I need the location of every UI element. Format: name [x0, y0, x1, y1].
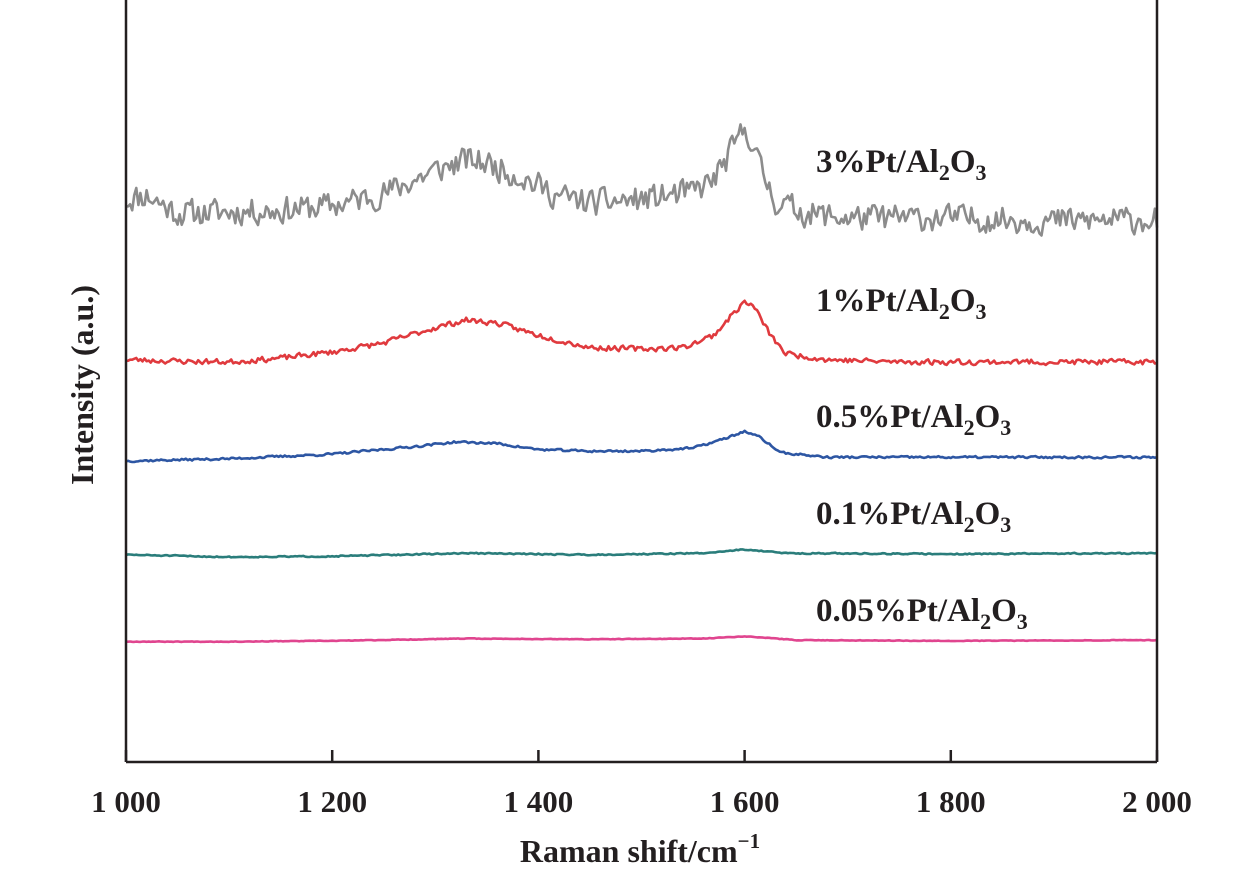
y-axis-title: Intensity (a.u.)	[64, 285, 100, 485]
series-label-text: O	[950, 144, 976, 180]
series-label-1: 1%Pt/Al2O3	[816, 283, 987, 324]
series-label-text: 3%Pt/Al	[816, 144, 939, 180]
series-line-0	[125, 123, 1159, 237]
x-tick-label-2000: 2 000	[1122, 784, 1192, 819]
series-label-text: O	[991, 593, 1017, 629]
series-label-2: 0.5%Pt/Al2O3	[816, 399, 1011, 440]
series-label-text: O	[975, 399, 1001, 435]
series-label-subscript: 3	[976, 160, 987, 185]
x-tick-label-1200: 1 200	[297, 784, 367, 819]
x-tick-label-1000: 1 000	[91, 784, 161, 819]
series-label-subscript: 2	[939, 299, 950, 324]
series-label-text: 1%Pt/Al	[816, 283, 939, 319]
series-line-2	[125, 429, 1158, 464]
x-axis-title-superscript: −1	[738, 829, 760, 853]
series-label-text: O	[950, 283, 976, 319]
series-label-subscript: 3	[976, 299, 987, 324]
series-label-subscript: 2	[939, 160, 950, 185]
series-label-3: 0.1%Pt/Al2O3	[816, 496, 1011, 537]
series-label-0: 3%Pt/Al2O3	[816, 144, 987, 185]
x-axis-title-text: Raman shift/cm	[520, 833, 738, 869]
x-tick-label-1800: 1 800	[916, 784, 986, 819]
series-label-subscript: 2	[980, 609, 991, 634]
x-axis-title: Raman shift/cm−1	[520, 829, 760, 869]
series-label-4: 0.05%Pt/Al2O3	[816, 593, 1028, 634]
series-label-subscript: 3	[1000, 512, 1011, 537]
series-label-subscript: 2	[964, 512, 975, 537]
series-lines	[125, 123, 1159, 644]
series-label-subscript: 2	[964, 415, 975, 440]
series-label-text: 0.1%Pt/Al	[816, 496, 964, 532]
series-label-subscript: 3	[1017, 609, 1028, 634]
series-label-text: 0.5%Pt/Al	[816, 399, 964, 435]
series-label-subscript: 3	[1000, 415, 1011, 440]
series-line-4	[126, 635, 1158, 644]
series-label-text: 0.05%Pt/Al	[816, 593, 980, 629]
series-line-3	[125, 548, 1158, 559]
x-tick-labels: 1 000 1 200 1 400 1 600 1 800 2 000	[91, 784, 1192, 819]
series-labels: 3%Pt/Al2O31%Pt/Al2O30.5%Pt/Al2O30.1%Pt/A…	[816, 144, 1028, 634]
x-tick-label-1400: 1 400	[504, 784, 574, 819]
x-tick-label-1600: 1 600	[710, 784, 780, 819]
series-line-1	[125, 299, 1158, 367]
x-ticks	[124, 750, 1159, 762]
series-label-text: O	[975, 496, 1001, 532]
